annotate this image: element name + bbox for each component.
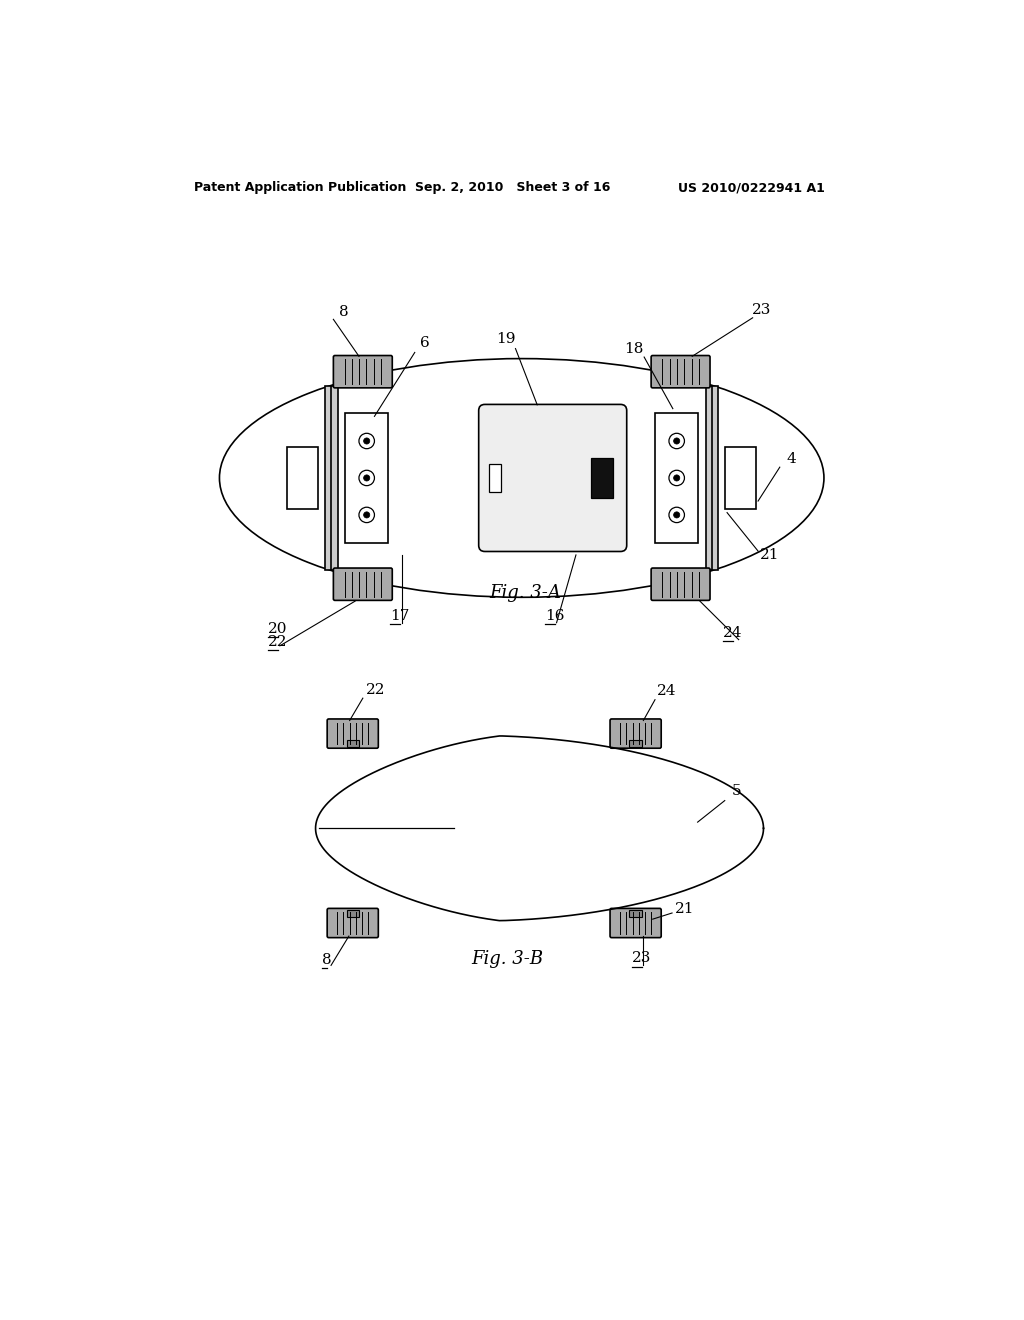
Bar (630, 909, 642, 917)
Bar (630, 739, 642, 747)
Text: 21: 21 (760, 548, 779, 562)
Text: 16: 16 (545, 609, 564, 623)
FancyBboxPatch shape (610, 908, 662, 937)
Text: 21: 21 (675, 902, 694, 916)
Text: 22: 22 (267, 635, 287, 649)
FancyBboxPatch shape (334, 568, 392, 601)
Text: US 2010/0222941 A1: US 2010/0222941 A1 (678, 181, 825, 194)
Bar (326, 385, 338, 570)
Text: Fig. 3-B: Fig. 3-B (472, 950, 544, 968)
Text: 22: 22 (367, 682, 386, 697)
Text: 18: 18 (625, 342, 644, 355)
Text: Fig. 3-A: Fig. 3-A (488, 585, 561, 602)
Text: 5: 5 (731, 784, 741, 799)
FancyBboxPatch shape (328, 719, 378, 748)
Bar (725, 447, 756, 508)
FancyBboxPatch shape (334, 355, 392, 388)
Circle shape (364, 475, 370, 480)
Bar (488, 465, 501, 492)
Bar (288, 447, 318, 508)
FancyBboxPatch shape (610, 719, 662, 748)
Text: 4: 4 (786, 451, 797, 466)
Text: 24: 24 (723, 626, 742, 640)
Circle shape (674, 512, 680, 517)
Bar (345, 413, 388, 544)
Bar (706, 385, 718, 570)
Text: 6: 6 (420, 337, 430, 350)
Text: 20: 20 (267, 622, 287, 636)
FancyBboxPatch shape (651, 355, 710, 388)
Circle shape (674, 475, 680, 480)
Circle shape (364, 512, 370, 517)
Text: Sep. 2, 2010   Sheet 3 of 16: Sep. 2, 2010 Sheet 3 of 16 (415, 181, 610, 194)
Circle shape (364, 438, 370, 444)
FancyBboxPatch shape (478, 404, 627, 552)
Bar (346, 909, 359, 917)
Text: 8: 8 (322, 953, 332, 966)
Text: 23: 23 (632, 952, 651, 965)
FancyBboxPatch shape (651, 568, 710, 601)
Circle shape (674, 438, 680, 444)
Bar (591, 458, 612, 498)
Text: 23: 23 (753, 304, 772, 317)
Bar (655, 413, 698, 544)
Text: 8: 8 (339, 305, 348, 319)
Text: 24: 24 (656, 684, 677, 698)
Text: 17: 17 (390, 609, 410, 623)
Bar (346, 739, 359, 747)
Text: Patent Application Publication: Patent Application Publication (194, 181, 407, 194)
Text: 19: 19 (497, 333, 516, 346)
FancyBboxPatch shape (328, 908, 378, 937)
